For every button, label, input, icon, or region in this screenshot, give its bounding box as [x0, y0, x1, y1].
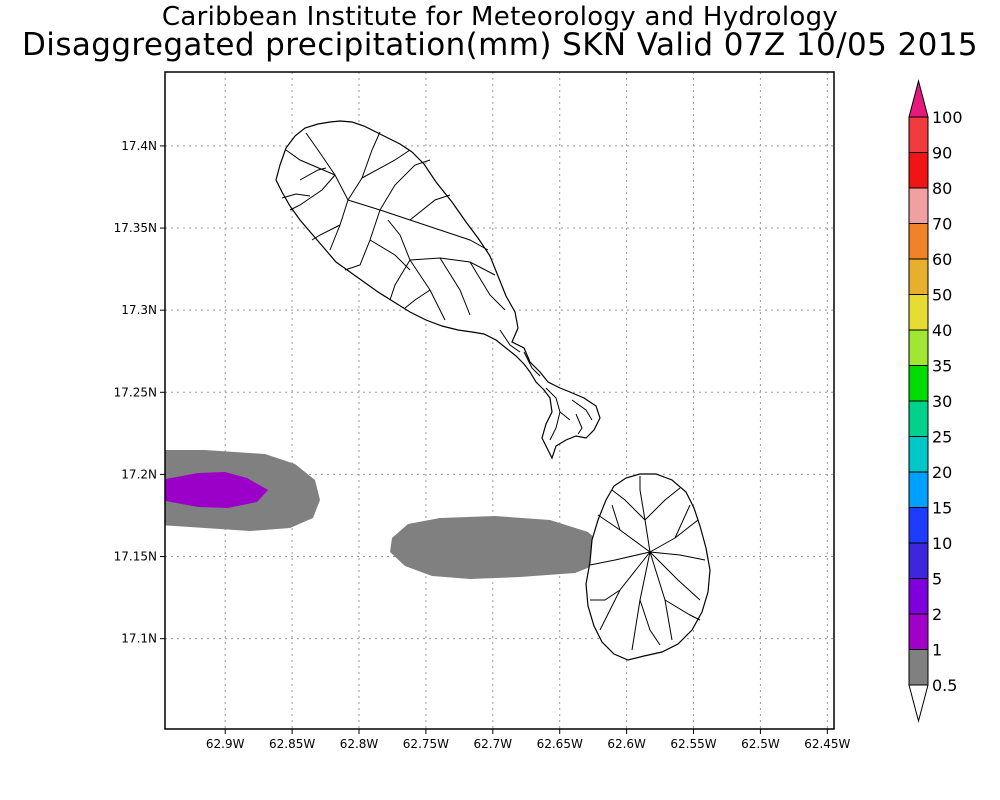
- precip-area-west-core: [165, 472, 268, 508]
- legend-swatch: [908, 471, 929, 508]
- y-tick-label: 17.4N: [121, 139, 157, 153]
- legend-label: 1: [932, 641, 942, 660]
- chart-title: Caribbean Institute for Meteorology and …: [161, 2, 839, 32]
- y-tick-label: 17.35N: [114, 221, 157, 235]
- legend-label: 5: [932, 570, 942, 589]
- y-tick-label: 17.1N: [121, 632, 157, 646]
- legend-swatch: [908, 294, 929, 331]
- legend-label: 90: [932, 144, 952, 163]
- y-tick-label: 17.25N: [114, 385, 157, 399]
- legend-label: 80: [932, 179, 952, 198]
- legend-label: 100: [932, 108, 963, 127]
- legend-colorbar: 100 90 80 70 60 50 40 35 30 25 20 15 10 5 2 1 0.5: [908, 79, 963, 723]
- legend-swatch: [908, 258, 929, 295]
- legend-label: 0.5: [932, 676, 957, 695]
- legend-label: 15: [932, 499, 952, 518]
- legend-swatch: [908, 436, 929, 473]
- st-kitts-island: [275, 120, 601, 460]
- legend-swatch: [908, 223, 929, 260]
- x-tick-label: 62.55W: [670, 737, 716, 751]
- y-axis-ticks: 17.1N 17.15N 17.2N 17.25N 17.3N 17.35N 17.4N: [114, 139, 165, 646]
- legend-label: 70: [932, 215, 952, 234]
- grid: [165, 72, 834, 729]
- legend-swatch: [908, 613, 929, 650]
- legend-label: 25: [932, 428, 952, 447]
- x-tick-label: 62.8W: [340, 737, 379, 751]
- st-kitts-coastline: [275, 120, 601, 460]
- legend-swatch: [908, 507, 929, 544]
- x-tick-label: 62.7W: [474, 737, 513, 751]
- legend-swatch: [908, 649, 929, 686]
- x-tick-label: 62.85W: [269, 737, 315, 751]
- legend-swatch: [908, 400, 929, 437]
- legend-extend-top: [908, 79, 929, 118]
- legend-label: 2: [932, 605, 942, 624]
- legend-extend-bottom: [908, 684, 929, 723]
- legend-label: 60: [932, 250, 952, 269]
- legend-label: 40: [932, 321, 952, 340]
- x-tick-label: 62.9W: [206, 737, 245, 751]
- legend-swatch: [908, 187, 929, 224]
- legend-swatch: [908, 578, 929, 615]
- x-tick-label: 62.6W: [607, 737, 646, 751]
- nevis-island: [585, 473, 711, 661]
- legend-swatch: [908, 116, 929, 153]
- y-tick-label: 17.15N: [114, 550, 157, 564]
- x-tick-label: 62.45W: [804, 737, 850, 751]
- y-tick-label: 17.2N: [121, 467, 157, 481]
- legend-swatch: [908, 365, 929, 402]
- legend-swatch: [908, 329, 929, 366]
- precipitation-layer: [165, 450, 606, 579]
- x-axis-ticks: 62.9W 62.85W 62.8W 62.75W 62.7W 62.65W 62.6W 62…: [206, 729, 851, 751]
- legend-swatch: [908, 152, 929, 189]
- x-tick-label: 62.5W: [741, 737, 780, 751]
- nevis-coastline: [585, 473, 711, 661]
- legend-label: 50: [932, 286, 952, 305]
- x-tick-label: 62.75W: [403, 737, 449, 751]
- legend-swatch: [908, 542, 929, 579]
- map-frame: [164, 71, 835, 730]
- legend-label: 20: [932, 463, 952, 482]
- chart-subtitle: Disaggregated precipitation(mm) SKN Vali…: [22, 27, 978, 63]
- x-tick-label: 62.65W: [537, 737, 583, 751]
- y-tick-label: 17.3N: [121, 303, 157, 317]
- plot-border: [164, 71, 835, 730]
- legend-label: 10: [932, 534, 952, 553]
- legend-label: 30: [932, 392, 952, 411]
- legend-label: 35: [932, 357, 952, 376]
- precip-area-central-light: [390, 516, 606, 579]
